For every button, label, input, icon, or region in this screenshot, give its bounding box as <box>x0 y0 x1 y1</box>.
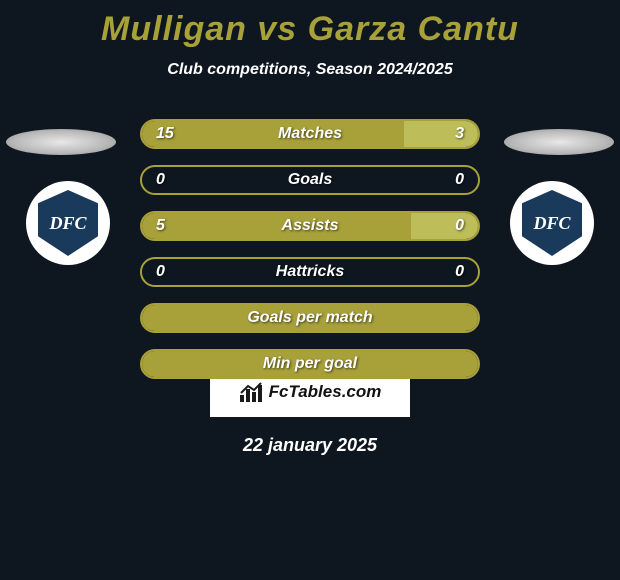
player-left-shadow <box>6 129 116 155</box>
stat-label: Goals <box>288 171 332 189</box>
stat-label: Min per goal <box>263 355 357 373</box>
stat-row: 0 0 Hattricks <box>140 257 480 287</box>
stat-value-right: 3 <box>455 125 464 143</box>
club-logo-text: DFC <box>49 213 86 234</box>
player-right-club-logo: DFC <box>502 181 602 265</box>
title-vs: vs <box>257 10 297 48</box>
stat-row: 0 0 Goals <box>140 165 480 195</box>
stat-fill-right <box>411 213 478 239</box>
stat-row: Min per goal <box>140 349 480 379</box>
stat-label: Assists <box>282 217 339 235</box>
player-right-shadow <box>504 129 614 155</box>
club-logo-shield: DFC <box>522 190 582 256</box>
title-player-right: Garza Cantu <box>308 10 519 48</box>
stat-fill-right <box>404 121 478 147</box>
stat-row: 15 3 Matches <box>140 119 480 149</box>
stat-label: Matches <box>278 125 342 143</box>
stat-value-right: 0 <box>455 171 464 189</box>
club-logo-circle: DFC <box>26 181 110 265</box>
stat-value-right: 0 <box>455 217 464 235</box>
stat-value-left: 5 <box>156 217 165 235</box>
stat-label: Hattricks <box>276 263 344 281</box>
club-logo-text: DFC <box>533 213 570 234</box>
stat-value-left: 0 <box>156 263 165 281</box>
stat-value-left: 0 <box>156 171 165 189</box>
stat-value-left: 15 <box>156 125 174 143</box>
page-title: Mulligan vs Garza Cantu <box>0 0 620 49</box>
club-logo-circle: DFC <box>510 181 594 265</box>
stat-label: Goals per match <box>247 309 372 327</box>
stat-bars: 15 3 Matches 0 0 Goals 5 0 Assists 0 0 Hattricks Goa… <box>140 119 480 395</box>
stat-fill-left <box>142 121 404 147</box>
club-logo-shield: DFC <box>38 190 98 256</box>
subtitle: Club competitions, Season 2024/2025 <box>0 61 620 79</box>
date-label: 22 january 2025 <box>0 435 620 456</box>
player-left-club-logo: DFC <box>18 181 118 265</box>
stat-row: 5 0 Assists <box>140 211 480 241</box>
stat-value-right: 0 <box>455 263 464 281</box>
title-player-left: Mulligan <box>101 10 247 48</box>
stat-row: Goals per match <box>140 303 480 333</box>
stat-fill-left <box>142 213 411 239</box>
